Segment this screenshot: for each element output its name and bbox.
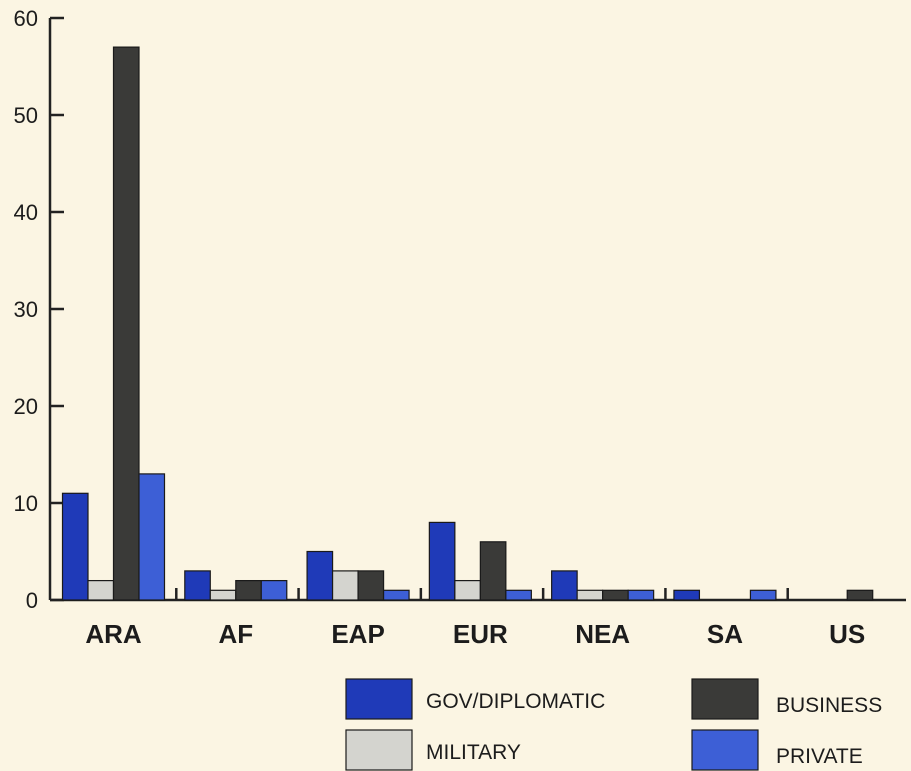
legend-swatch-military [345, 729, 413, 771]
category-label: AF [218, 619, 253, 649]
category-label: ARA [85, 619, 142, 649]
category-labels: ARA AF EAP EUR NEA SA US [85, 619, 865, 649]
bar-sa-private [749, 589, 777, 601]
y-tick-label: 0 [26, 588, 38, 613]
y-tick-label: 60 [14, 6, 38, 31]
bar-nea-private [627, 589, 655, 601]
bar-nea-gov-diplomatic [551, 570, 578, 601]
bar-eap-business [357, 570, 385, 601]
legend-label: GOV/DIPLOMATIC [426, 690, 605, 713]
legend-label: PRIVATE [776, 745, 863, 768]
y-tick-label: 10 [14, 491, 38, 516]
y-tick-label: 30 [14, 297, 38, 322]
category-label: EAP [331, 619, 384, 649]
y-tick-label: 50 [14, 103, 38, 128]
bar-sa-gov-diplomatic [673, 589, 701, 601]
category-label: SA [707, 619, 743, 649]
bar-eap-military [331, 570, 359, 601]
legend-label: MILITARY [426, 741, 521, 764]
bar-eur-military [454, 579, 481, 601]
bar-ara-gov-diplomatic [61, 492, 89, 601]
legend-swatch-gov-diplomatic [345, 678, 413, 720]
legend-swatch-business [691, 678, 759, 720]
chart-bars [61, 46, 874, 601]
bar-eap-private [382, 589, 410, 601]
category-label: US [829, 619, 865, 649]
legend-label: BUSINESS [776, 694, 882, 717]
bar-nea-military [576, 589, 604, 601]
legend-swatch-private [691, 729, 759, 771]
bar-ara-private [138, 473, 166, 601]
category-label: EUR [453, 619, 508, 649]
y-tick-label: 40 [14, 200, 38, 225]
bar-eur-gov-diplomatic [428, 521, 456, 601]
bar-ara-business [112, 46, 140, 601]
bar-af-private [260, 579, 288, 601]
bar-af-business [235, 579, 262, 601]
bar-eur-private [505, 589, 532, 601]
bar-af-gov-diplomatic [184, 570, 211, 601]
bar-ara-military [87, 579, 115, 601]
bar-nea-business [602, 589, 629, 601]
bar-af-military [209, 589, 237, 601]
category-label: NEA [575, 619, 630, 649]
bar-us-business [846, 589, 874, 601]
y-tick-label: 20 [14, 394, 38, 419]
bar-eap-gov-diplomatic [306, 550, 334, 601]
bar-eur-business [479, 541, 507, 601]
chart-legend: GOV/DIPLOMATIC MILITARY BUSINESS PRIVATE [345, 678, 882, 771]
